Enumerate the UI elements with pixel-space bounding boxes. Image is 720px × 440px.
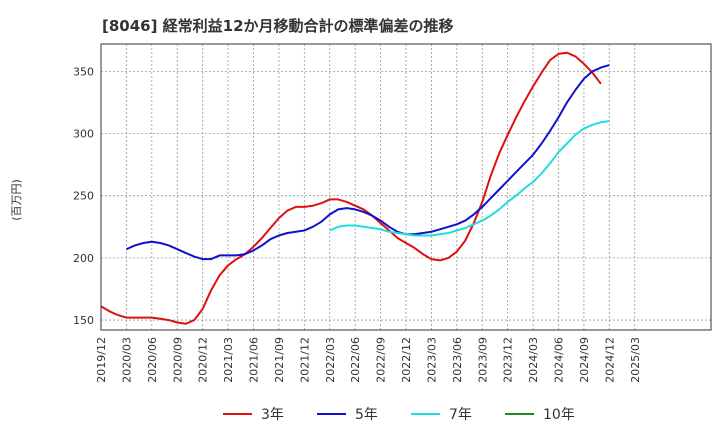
y-tick-label: 350	[73, 65, 94, 78]
y-tick-label: 250	[73, 190, 94, 203]
x-tick-label: 2023/03	[425, 337, 438, 383]
series-line-5年	[125, 64, 610, 261]
x-tick-label: 2019/12	[95, 337, 108, 383]
grid-lines	[100, 44, 711, 330]
legend: 3年 5年 7年 10年	[223, 407, 575, 423]
legend-label-7年: 7年	[449, 407, 472, 423]
legend-label-3年: 3年	[261, 407, 284, 423]
series-layer	[100, 51, 610, 325]
x-tick-label: 2024/09	[578, 337, 591, 383]
x-tick-label: 2020/03	[120, 337, 133, 383]
x-tick-label: 2022/12	[400, 337, 413, 383]
x-tick-label: 2024/03	[527, 337, 540, 383]
x-tick-label: 2025/03	[629, 337, 642, 383]
x-tick-label: 2020/06	[146, 337, 159, 383]
x-tick-label: 2022/09	[375, 337, 388, 383]
x-tick-label: 2023/12	[502, 337, 515, 383]
x-tick-label: 2021/12	[298, 337, 311, 383]
x-tick-label: 2023/06	[451, 337, 464, 383]
x-tick-labels: 2019/12 2020/03 2020/06 2020/09 2020/12 2021/…	[95, 337, 642, 383]
y-tick-label: 150	[73, 314, 94, 327]
y-axis-label: (百万円)	[10, 179, 23, 221]
series-line-7年	[329, 120, 610, 237]
y-tick-labels: 150 200 250 300 350	[73, 65, 94, 327]
x-tick-label: 2021/06	[248, 337, 261, 383]
plot-frame	[100, 43, 712, 331]
chart-title: [8046] 経常利益12か月移動合計の標準偏差の推移	[102, 17, 454, 35]
x-tick-label: 2021/03	[222, 337, 235, 383]
x-tick-label: 2020/09	[171, 337, 184, 383]
x-tick-label: 2024/06	[553, 337, 566, 383]
x-tick-label: 2020/12	[197, 337, 210, 383]
x-tick-label: 2024/12	[603, 337, 616, 383]
x-tick-label: 2022/06	[349, 337, 362, 383]
x-tick-label: 2022/03	[324, 337, 337, 383]
y-tick-label: 200	[73, 252, 94, 265]
legend-label-5年: 5年	[355, 407, 378, 423]
legend-label-10年: 10年	[543, 407, 575, 423]
y-tick-label: 300	[73, 128, 94, 141]
x-tick-label: 2021/09	[273, 337, 286, 383]
series-line-3年	[100, 51, 602, 325]
x-tick-label: 2023/09	[476, 337, 489, 383]
